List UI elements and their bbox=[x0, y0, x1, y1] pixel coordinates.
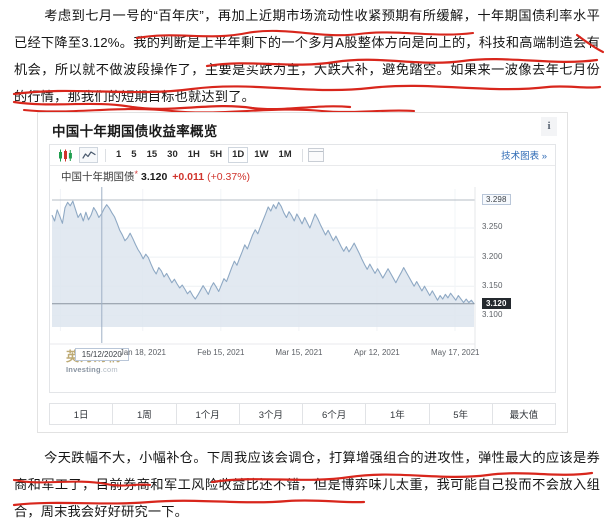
chart-card: 中国十年期国债收益率概览 i bbox=[37, 112, 568, 433]
y-axis-tick-1: 3.250 bbox=[482, 222, 503, 232]
y-axis-tick-0: 3.298 bbox=[482, 194, 511, 206]
quote-star: * bbox=[134, 169, 139, 179]
interval-1d[interactable]: 1D bbox=[228, 147, 249, 163]
range-6month[interactable]: 6个月 bbox=[302, 403, 366, 425]
quote-change-percent: (+0.37%) bbox=[207, 171, 251, 183]
toolbar-divider-2 bbox=[301, 148, 303, 162]
x-axis-tick-5: May 17, 2021 bbox=[431, 348, 480, 357]
toolbar-divider bbox=[105, 148, 106, 162]
article-paragraph-top: 考虑到七月一号的“百年庆”，再加上近期市场流动性收紧预期有所缓解，十年期国债利率… bbox=[14, 2, 600, 110]
chart-frame: 1 5 15 30 1H 5H 1D 1W 1M 技术图表 » 中国十年期国债*… bbox=[49, 144, 556, 393]
range-1d[interactable]: 1日 bbox=[49, 403, 113, 425]
watermark-en-main: Investing bbox=[66, 365, 101, 374]
range-1year[interactable]: 1年 bbox=[365, 403, 429, 425]
interval-1h[interactable]: 1H bbox=[187, 149, 200, 160]
x-axis-tick-1: Jan 18, 2021 bbox=[119, 348, 166, 357]
range-1w[interactable]: 1周 bbox=[112, 403, 176, 425]
y-axis-tick-2: 3.200 bbox=[482, 251, 503, 261]
chart-toolbar: 1 5 15 30 1H 5H 1D 1W 1M 技术图表 » bbox=[50, 145, 555, 166]
range-3month[interactable]: 3个月 bbox=[238, 403, 302, 425]
info-icon[interactable]: i bbox=[541, 117, 557, 136]
price-area-chart bbox=[50, 187, 476, 351]
interval-1w[interactable]: 1W bbox=[254, 149, 269, 160]
quote-row: 中国十年期国债* 3.120 +0.011 (+0.37%) bbox=[50, 166, 555, 187]
y-axis-tick-5: 3.100 bbox=[482, 309, 503, 319]
x-axis-tick-4: Apr 12, 2021 bbox=[353, 348, 400, 357]
x-axis-tick-3: Mar 15, 2021 bbox=[275, 348, 323, 357]
chart-card-header: 中国十年期国债收益率概览 i bbox=[38, 113, 567, 143]
quote-name: 中国十年期国债 bbox=[61, 171, 135, 183]
range-max[interactable]: 最大值 bbox=[491, 403, 556, 425]
interval-5h[interactable]: 5H bbox=[209, 149, 223, 160]
paragraph-top-text: 考虑到七月一号的“百年庆”，再加上近期市场流动性收紧预期有所缓解，十年期国债利率… bbox=[14, 8, 600, 104]
y-axis-tick-3: 3.150 bbox=[482, 280, 503, 290]
paragraph-bottom-text: 今天跌幅不大，小幅补仓。下周我应该会调仓，打算增强组合的进攻性，弹性最大的应该是… bbox=[14, 450, 600, 519]
article-paragraph-bottom: 今天跌幅不大，小幅补仓。下周我应该会调仓，打算增强组合的进攻性，弹性最大的应该是… bbox=[14, 444, 600, 525]
chart-title: 中国十年期国债收益率概览 bbox=[52, 124, 218, 139]
quote-change: +0.011 bbox=[172, 171, 205, 183]
candlestick-chart-icon[interactable] bbox=[56, 147, 75, 163]
calendar-icon[interactable] bbox=[307, 148, 324, 162]
watermark-en-suffix: .com bbox=[100, 365, 118, 374]
interval-30[interactable]: 30 bbox=[167, 149, 178, 160]
range-5year[interactable]: 5年 bbox=[428, 403, 492, 425]
y-axis-last-price-badge: 3.120 bbox=[482, 298, 511, 310]
interval-1[interactable]: 1 bbox=[116, 149, 122, 160]
interval-5[interactable]: 5 bbox=[131, 149, 137, 160]
interval-15[interactable]: 15 bbox=[146, 149, 158, 160]
x-axis-crosshair-label: 15/12/2020 bbox=[74, 348, 129, 361]
technical-chart-link[interactable]: 技术图表 » bbox=[501, 151, 547, 162]
quote-last-price: 3.120 bbox=[141, 171, 168, 183]
x-axis-tick-2: Feb 15, 2021 bbox=[197, 348, 245, 357]
chart-plot-area[interactable]: 英为财情 Investing.com 3.298 3.250 3.200 3.1… bbox=[50, 187, 555, 392]
range-1month[interactable]: 1个月 bbox=[175, 403, 239, 425]
interval-1m[interactable]: 1M bbox=[278, 149, 292, 160]
watermark-en-text: Investing.com bbox=[66, 365, 122, 374]
line-chart-icon[interactable] bbox=[79, 147, 98, 163]
time-range-bar: 1日 1周 1个月 3个月 6个月 1年 5年 最大值 bbox=[49, 403, 556, 425]
